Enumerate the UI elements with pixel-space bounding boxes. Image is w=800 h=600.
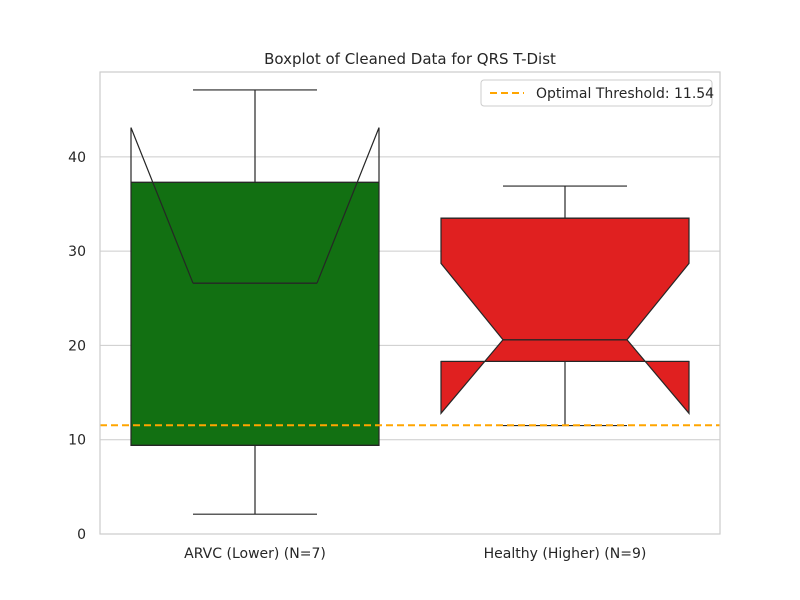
y-tick-label: 10: [68, 433, 86, 449]
x-axis-ticks: ARVC (Lower) (N=7) Healthy (Higher) (N=9): [184, 546, 646, 562]
chart-title: Boxplot of Cleaned Data for QRS T-Dist: [264, 50, 556, 68]
x-tick-label: ARVC (Lower) (N=7): [184, 546, 326, 562]
y-tick-label: 20: [68, 338, 86, 354]
y-axis-ticks: 0 10 20 30 40: [68, 150, 86, 543]
boxes: [130, 89, 690, 515]
y-tick-label: 30: [68, 244, 86, 260]
legend-label: Optimal Threshold: 11.54: [536, 86, 714, 102]
y-tick-label: 40: [68, 150, 86, 166]
plot-frame: [99, 71, 721, 535]
y-tick-label: 0: [77, 527, 86, 543]
x-tick-label: Healthy (Higher) (N=9): [484, 546, 647, 562]
legend: Optimal Threshold: 11.54: [480, 79, 714, 107]
legend-box: [480, 79, 713, 107]
